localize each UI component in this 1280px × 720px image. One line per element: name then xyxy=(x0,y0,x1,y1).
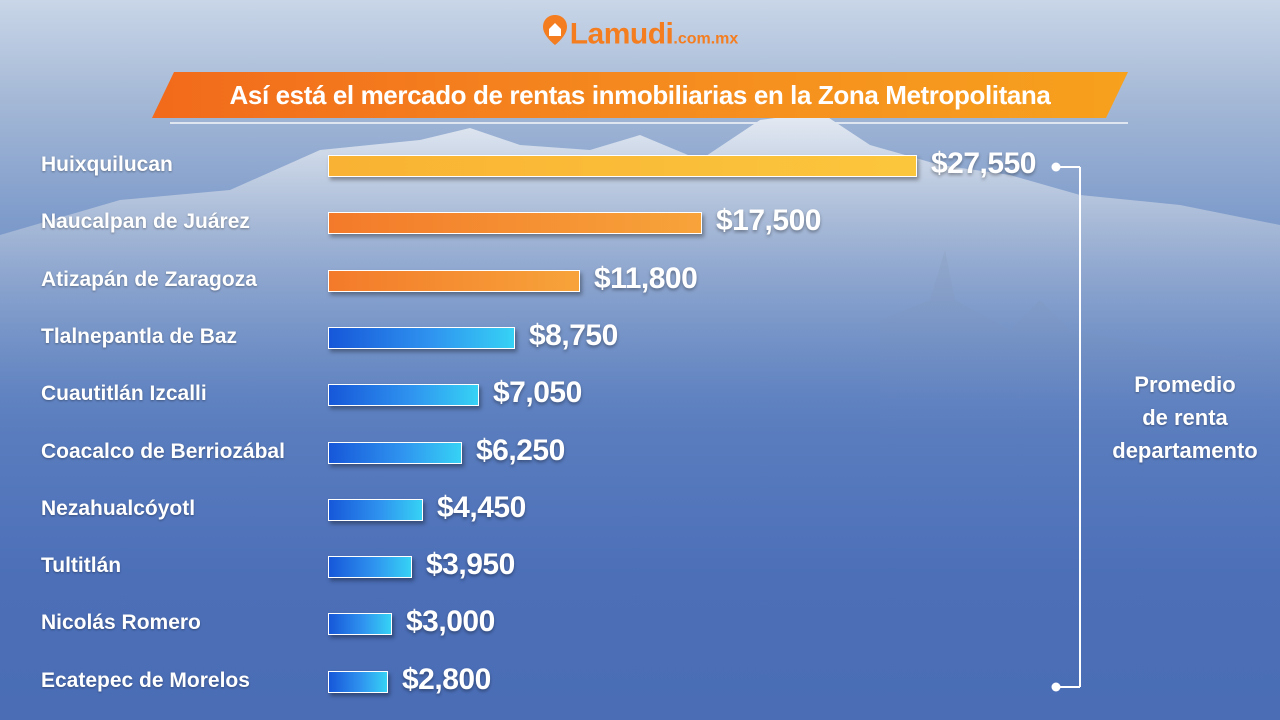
bracket-connector xyxy=(1051,162,1081,692)
side-annotation: Promedio de renta departamento xyxy=(1095,368,1275,467)
bar xyxy=(328,613,392,636)
banner-background xyxy=(152,72,1128,118)
bar xyxy=(328,670,388,693)
bar xyxy=(328,384,479,407)
side-annotation-line-2: de renta xyxy=(1142,405,1228,430)
category-label: Nicolás Romero xyxy=(41,611,201,635)
value-label: $8,750 xyxy=(529,318,618,352)
bar xyxy=(328,155,917,177)
banner-underline xyxy=(170,122,1128,124)
value-label: $11,800 xyxy=(594,261,698,295)
value-label: $4,450 xyxy=(437,490,526,524)
brand-logo: Lamudi.com.mx xyxy=(0,14,1280,59)
value-label: $3,000 xyxy=(406,605,495,639)
category-label: Ecatepec de Morelos xyxy=(41,668,250,692)
logo-domain-text: .com.mx xyxy=(673,30,739,48)
value-label: $2,800 xyxy=(402,662,491,696)
category-label: Naucalpan de Juárez xyxy=(41,210,250,234)
logo-brand-text: Lamudi xyxy=(569,17,674,51)
value-label: $7,050 xyxy=(493,376,582,410)
bar xyxy=(328,326,515,349)
chart-title: Así está el mercado de rentas inmobiliar… xyxy=(229,80,1051,110)
bar xyxy=(328,498,423,521)
side-annotation-line-3: departamento xyxy=(1112,438,1258,463)
category-label: Nezahualcóyotl xyxy=(41,496,196,520)
category-label: Cuautitlán Izcalli xyxy=(41,382,207,406)
value-label: $17,500 xyxy=(716,204,821,238)
category-label: Huixquilucan xyxy=(41,153,173,176)
category-label: Coacalco de Berriozábal xyxy=(41,439,285,463)
location-pin-icon xyxy=(542,14,568,57)
title-banner: Así está el mercado de rentas inmobiliar… xyxy=(152,72,1128,118)
category-label: Atizapán de Zaragoza xyxy=(41,267,257,291)
bar xyxy=(328,269,580,292)
category-label: Tlalnepantla de Baz xyxy=(41,324,238,348)
value-label: $27,550 xyxy=(931,147,1036,180)
value-label: $6,250 xyxy=(476,433,565,467)
bar xyxy=(328,441,462,464)
side-annotation-line-1: Promedio xyxy=(1134,372,1236,397)
category-label: Tultitlán xyxy=(41,554,122,578)
bar xyxy=(328,556,412,579)
bar xyxy=(328,212,702,235)
value-label: $3,950 xyxy=(426,548,515,582)
